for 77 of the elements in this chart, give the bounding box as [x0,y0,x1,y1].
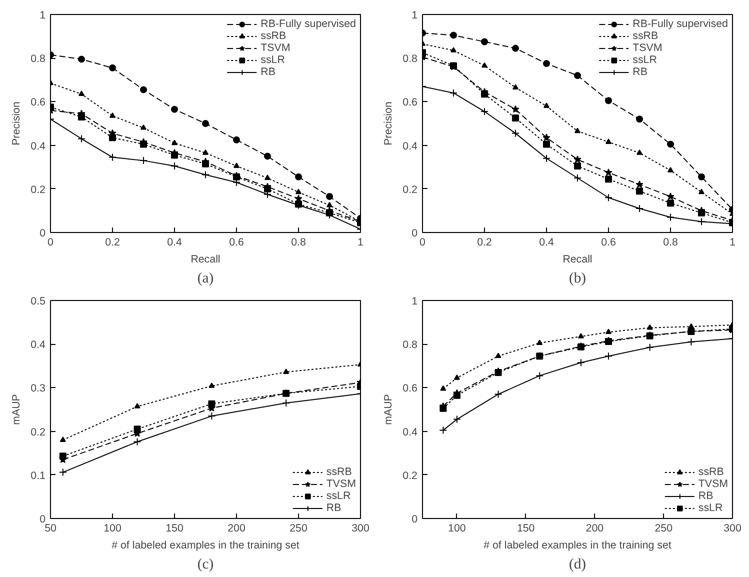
x-tick-label: 0 [420,236,426,248]
y-tick-label: 0.4 [30,339,46,352]
x-tick-label: 0.6 [601,236,616,248]
x-tick-label: 0.2 [105,236,120,248]
x-axis-title: Recall [562,254,592,266]
x-tick-label: 0.6 [229,236,244,248]
y-tick-label: 1 [412,296,418,308]
x-tick-label: 50 [44,522,56,534]
y-tick-label: 0 [412,514,418,526]
x-tick-label: 150 [516,522,535,534]
legend-label: TVSM [698,478,728,490]
x-tick-label: 200 [228,522,246,534]
y-tick-label: 0.2 [30,184,46,196]
y-tick-label: 0.4 [402,426,418,438]
x-axis-title: Recall [190,254,220,266]
y-tick-label: 0 [40,228,46,240]
legend-label: TVSM [326,478,356,490]
legend-label: RB [698,490,714,502]
y-tick-label: 0.5 [30,296,46,308]
x-tick-label: 150 [166,522,184,534]
y-axis-title: mAUP [382,394,395,425]
x-axis-title: # of labeled examples in the training set [484,540,672,552]
x-tick-label: 200 [586,522,604,534]
legend-label: ssLR [698,502,723,514]
y-tick-label: 0 [412,228,418,240]
y-tick-label: 0.8 [402,339,418,352]
y-tick-label: 0.2 [402,184,418,196]
x-tick-label: 0.8 [663,236,678,248]
y-tick-label: 0.6 [402,96,418,109]
x-tick-label: 250 [654,522,673,534]
legend-label: ssRB [698,466,724,478]
x-tick-label: 100 [104,522,122,534]
y-tick-label: 0.3 [30,382,46,395]
x-tick-label: 0 [48,236,54,248]
y-tick-label: 0.4 [30,140,46,152]
y-tick-label: 0.6 [30,96,46,109]
y-tick-label: 0.2 [30,426,46,438]
legend-label: RB [326,502,342,514]
text: (a) [197,270,214,286]
legend-label: ssLR [326,490,351,502]
text: (b) [568,270,586,286]
y-tick-label: 0.2 [402,470,418,482]
legend-label: TSVM [632,42,662,54]
legend-label: ssRB [260,30,286,42]
legend-label: ssRB [632,30,658,42]
y-tick-label: 0 [40,514,46,526]
y-axis-title: mAUP [10,394,23,425]
y-tick-label: 0.8 [30,53,46,66]
legend-label: TSVM [260,42,290,54]
x-tick-label: 1 [730,236,736,248]
x-tick-label: 0.4 [539,236,554,248]
y-tick-label: 1 [40,10,46,22]
x-tick-label: 0.2 [477,236,492,248]
y-tick-label: 0.1 [30,470,46,482]
y-axis-title: Precision [10,102,23,146]
text: (d) [568,556,586,572]
y-tick-label: 0.8 [402,53,418,66]
y-tick-label: 0.4 [402,140,418,152]
x-tick-label: 100 [448,522,466,534]
legend-label: ssLR [260,54,285,66]
x-tick-label: 0.8 [291,236,306,248]
legend-label: RB [260,66,276,78]
text: (c) [197,556,214,572]
x-tick-label: 250 [290,522,308,534]
x-tick-label: 0.4 [167,236,182,248]
legend-label: ssLR [632,54,657,66]
legend-label: RB-Fully supervised [632,18,728,30]
x-tick-label: 300 [352,522,370,534]
legend-label: RB [632,66,648,78]
legend-label: RB-Fully supervised [260,18,356,30]
legend-label: ssRB [326,466,352,478]
x-tick-label: 300 [724,522,742,534]
x-tick-label: 1 [358,236,364,248]
x-axis-title: # of labeled examples in the training set [112,540,300,552]
y-axis-title: Precision [382,102,395,146]
y-tick-label: 1 [412,10,418,22]
y-tick-label: 0.6 [402,382,418,395]
